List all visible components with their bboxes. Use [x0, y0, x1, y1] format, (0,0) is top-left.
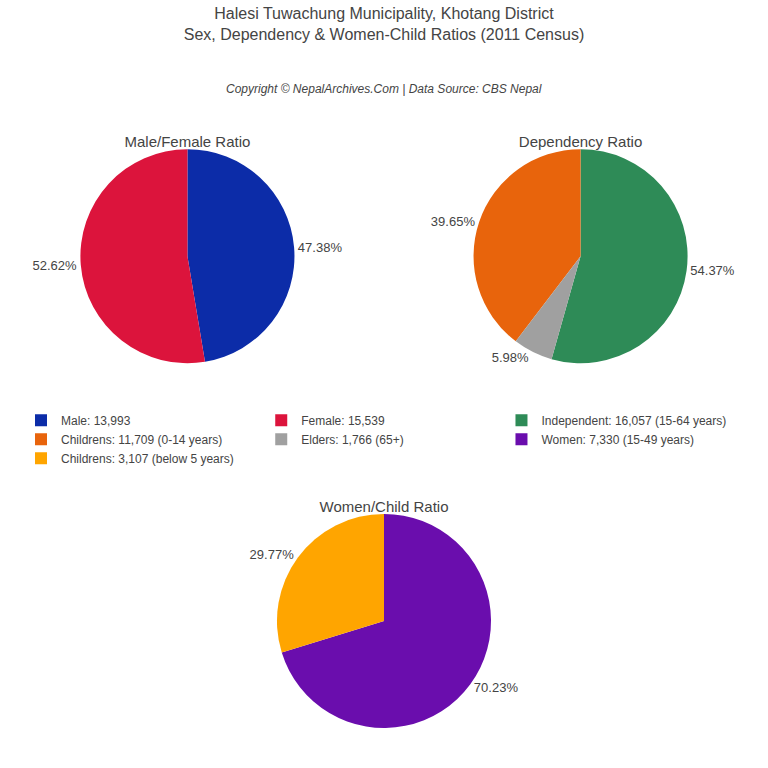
- svg-text:70.23%: 70.23%: [474, 680, 519, 695]
- svg-text:Independent: 16,057 (15-64 yea: Independent: 16,057 (15-64 years): [541, 414, 726, 428]
- svg-text:Women: 7,330 (15-49 years): Women: 7,330 (15-49 years): [541, 433, 694, 447]
- svg-text:5.98%: 5.98%: [492, 350, 529, 365]
- svg-text:Male/Female Ratio: Male/Female Ratio: [124, 133, 250, 150]
- svg-text:39.65%: 39.65%: [431, 214, 476, 229]
- svg-text:Copyright © NepalArchives.Com: Copyright © NepalArchives.Com | Data Sou…: [226, 82, 542, 96]
- svg-text:Childrens: 11,709 (0-14 years): Childrens: 11,709 (0-14 years): [61, 433, 222, 447]
- svg-text:54.37%: 54.37%: [690, 263, 735, 278]
- svg-text:Female: 15,539: Female: 15,539: [301, 414, 385, 428]
- svg-text:Dependency Ratio: Dependency Ratio: [519, 133, 642, 150]
- svg-text:Women/Child Ratio: Women/Child Ratio: [320, 498, 449, 515]
- svg-text:Elders: 1,766 (65+): Elders: 1,766 (65+): [301, 433, 403, 447]
- svg-text:Male: 13,993: Male: 13,993: [61, 414, 131, 428]
- svg-text:52.62%: 52.62%: [33, 258, 78, 273]
- svg-text:29.77%: 29.77%: [250, 547, 295, 562]
- svg-text:Halesi Tuwachung Municipality,: Halesi Tuwachung Municipality, Khotang D…: [184, 5, 585, 43]
- svg-text:Childrens: 3,107 (below 5 year: Childrens: 3,107 (below 5 years): [61, 452, 234, 466]
- svg-text:47.38%: 47.38%: [298, 240, 343, 255]
